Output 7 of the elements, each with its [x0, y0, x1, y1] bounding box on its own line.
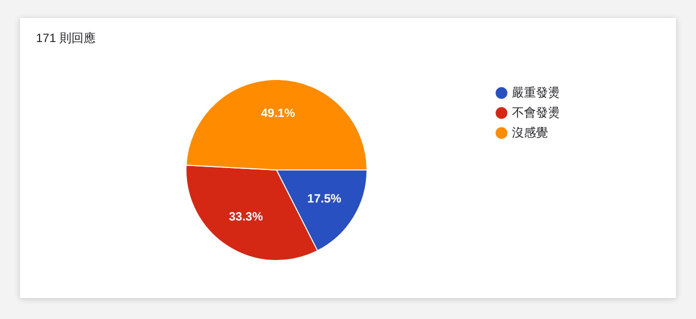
data-label: 49.1%	[260, 106, 296, 120]
text: 171 則回應	[36, 30, 96, 47]
data-label: 17.5%	[307, 192, 342, 206]
legend-label: 不會發燙	[512, 105, 560, 120]
data-label: 33.3%	[228, 209, 264, 224]
legend-label: 嚴重發燙	[512, 85, 560, 100]
legend-label: 沒感覺	[512, 125, 548, 140]
